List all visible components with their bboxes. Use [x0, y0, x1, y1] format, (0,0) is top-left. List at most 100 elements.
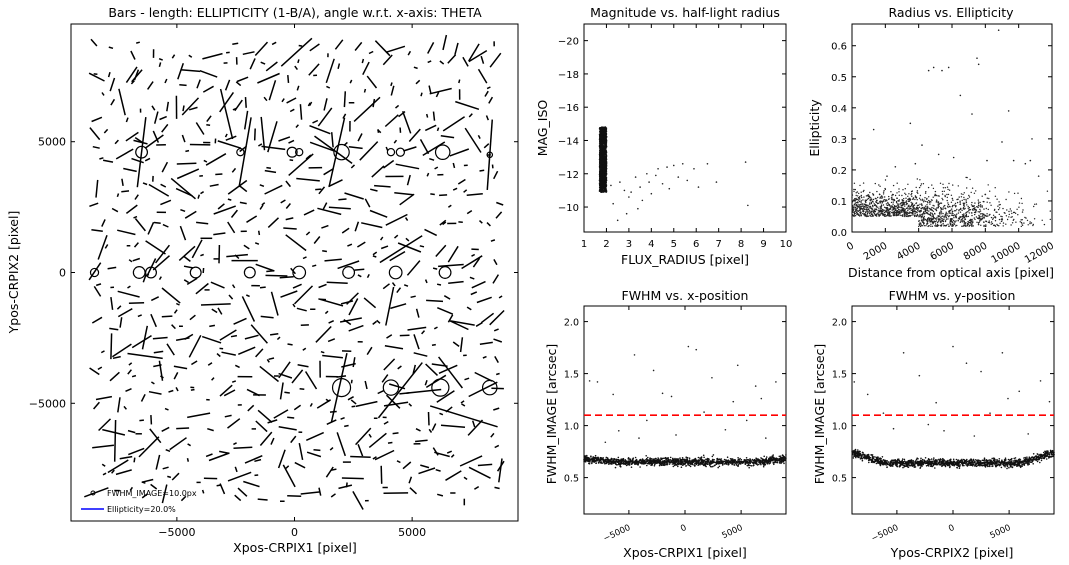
- ellipticity-bar: [330, 493, 336, 498]
- ellipticity-bar: [322, 354, 343, 359]
- ellipticity-bar: [102, 159, 114, 163]
- data-point: [951, 214, 953, 216]
- data-point: [751, 458, 754, 461]
- ellipticity-bar: [188, 106, 198, 111]
- ellipticity-bar: [436, 390, 455, 403]
- data-point: [1030, 222, 1033, 224]
- data-point: [853, 199, 855, 201]
- data-point: [921, 225, 923, 227]
- data-point: [637, 207, 639, 210]
- data-point: [943, 218, 945, 221]
- data-point: [600, 178, 602, 181]
- ellipticity-bar: [390, 85, 395, 96]
- ellipticity-bar: [258, 143, 263, 147]
- data-point: [865, 209, 868, 211]
- ellipticity-bar: [492, 274, 500, 284]
- data-point: [934, 208, 936, 210]
- data-point: [945, 224, 948, 226]
- ellipticity-bar: [345, 482, 348, 488]
- data-point: [603, 185, 606, 188]
- chart-title: Bars - length: ELLIPTICITY (1-B/A), angl…: [108, 5, 482, 20]
- data-point: [697, 186, 700, 188]
- ellipticity-bar: [498, 458, 503, 483]
- ellipticity-bar: [432, 267, 438, 270]
- ellipticity-bar: [312, 264, 317, 268]
- data-point: [863, 205, 866, 208]
- ellipticity-bar: [117, 308, 133, 318]
- data-point: [911, 195, 913, 197]
- data-point: [602, 132, 604, 135]
- data-point: [1019, 221, 1021, 223]
- ellipticity-bar: [429, 157, 435, 161]
- data-point: [990, 204, 992, 206]
- data-point: [856, 205, 858, 207]
- ellipticity-bar: [109, 77, 116, 92]
- data-point: [940, 218, 942, 220]
- data-point: [1001, 141, 1003, 143]
- ellipticity-bar: [318, 283, 327, 289]
- data-point: [598, 127, 601, 130]
- axis-ticks: 0 2000 4000 6000 8000 10000 120000.00.10.20.30…: [831, 24, 1056, 266]
- data-point: [970, 191, 972, 194]
- ellipticity-bar: [493, 407, 500, 411]
- ellipticity-bar: [397, 365, 402, 370]
- ellipticity-bar: [336, 432, 347, 457]
- ellipticity-bar: [431, 363, 448, 368]
- data-point: [885, 203, 888, 205]
- data-point: [919, 203, 921, 205]
- data-point: [900, 206, 902, 209]
- ellipticity-bar: [408, 128, 421, 142]
- ellipticity-bar: [415, 308, 420, 318]
- data-point: [925, 209, 927, 211]
- data-point: [908, 204, 910, 206]
- data-point: [598, 173, 601, 176]
- data-point: [971, 187, 974, 189]
- ellipticity-bar: [227, 471, 252, 482]
- data-point: [733, 464, 736, 466]
- data-point: [715, 181, 718, 183]
- ellipticity-bar: [393, 139, 398, 144]
- ellipticity-field-panel: Bars - length: ELLIPTICITY (1-B/A), angl…: [6, 5, 519, 555]
- data-point: [944, 187, 946, 189]
- x-axis-label: Distance from optical axis [pixel]: [848, 265, 1054, 280]
- data-point: [986, 201, 988, 203]
- y-tick-label: −18: [558, 70, 579, 81]
- data-point: [932, 215, 935, 218]
- ellipticity-bar: [127, 352, 163, 360]
- data-point: [990, 223, 992, 225]
- data-point: [599, 132, 602, 134]
- ellipticity-bar: [144, 134, 164, 149]
- data-point: [963, 196, 965, 199]
- data-point: [785, 454, 787, 456]
- data-point: [874, 182, 876, 185]
- ellipticity-bar: [237, 487, 248, 497]
- data-point: [943, 215, 945, 218]
- ellipticity-bar: [102, 428, 126, 436]
- data-point: [945, 216, 947, 219]
- ellipticity-bar: [415, 439, 428, 443]
- data-point: [869, 205, 871, 208]
- ellipticity-bar: [475, 321, 483, 327]
- ellipticity-bar: [261, 145, 286, 151]
- data-point: [990, 221, 993, 223]
- ellipticity-bar: [219, 450, 230, 455]
- data-point: [1029, 222, 1031, 225]
- ellipticity-bar: [144, 157, 151, 162]
- data-point: [762, 465, 765, 468]
- data-point: [884, 213, 886, 216]
- ellipticity-bar: [243, 480, 260, 488]
- ellipticity-bar: [167, 475, 172, 479]
- ellipticity-bar: [406, 260, 421, 276]
- data-point: [603, 135, 605, 138]
- plot-frame: [583, 23, 787, 233]
- data-point: [952, 219, 955, 222]
- data-point: [878, 184, 880, 186]
- data-point: [885, 199, 887, 201]
- ellipticity-bar: [171, 54, 176, 59]
- ellipticity-bar: [101, 92, 105, 96]
- ellipticity-bar: [150, 415, 153, 425]
- y-tick-label: 0.2: [831, 166, 847, 177]
- data-point: [914, 195, 917, 197]
- ellipticity-bar: [165, 448, 171, 453]
- data-point: [1024, 216, 1026, 219]
